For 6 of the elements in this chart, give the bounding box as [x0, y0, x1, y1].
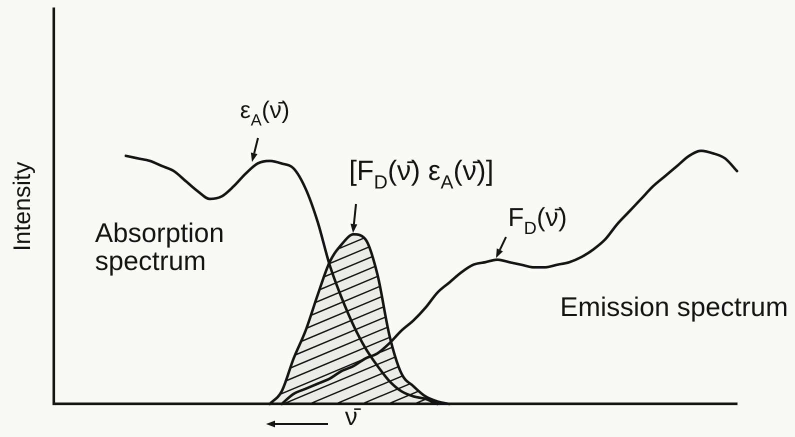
- y-axis-title: Intensity: [9, 162, 36, 252]
- annotation: F$_{D}$(ν̄): [508, 202, 567, 238]
- annotation: [F$_{D}$(ν̄) ε$_{A}$(ν̄)]: [349, 155, 494, 194]
- text: ε$_{A}$(ν̄): [240, 97, 290, 130]
- series-label: Emission spectrum: [560, 292, 788, 322]
- series-label: Absorption spectrum: [95, 218, 226, 276]
